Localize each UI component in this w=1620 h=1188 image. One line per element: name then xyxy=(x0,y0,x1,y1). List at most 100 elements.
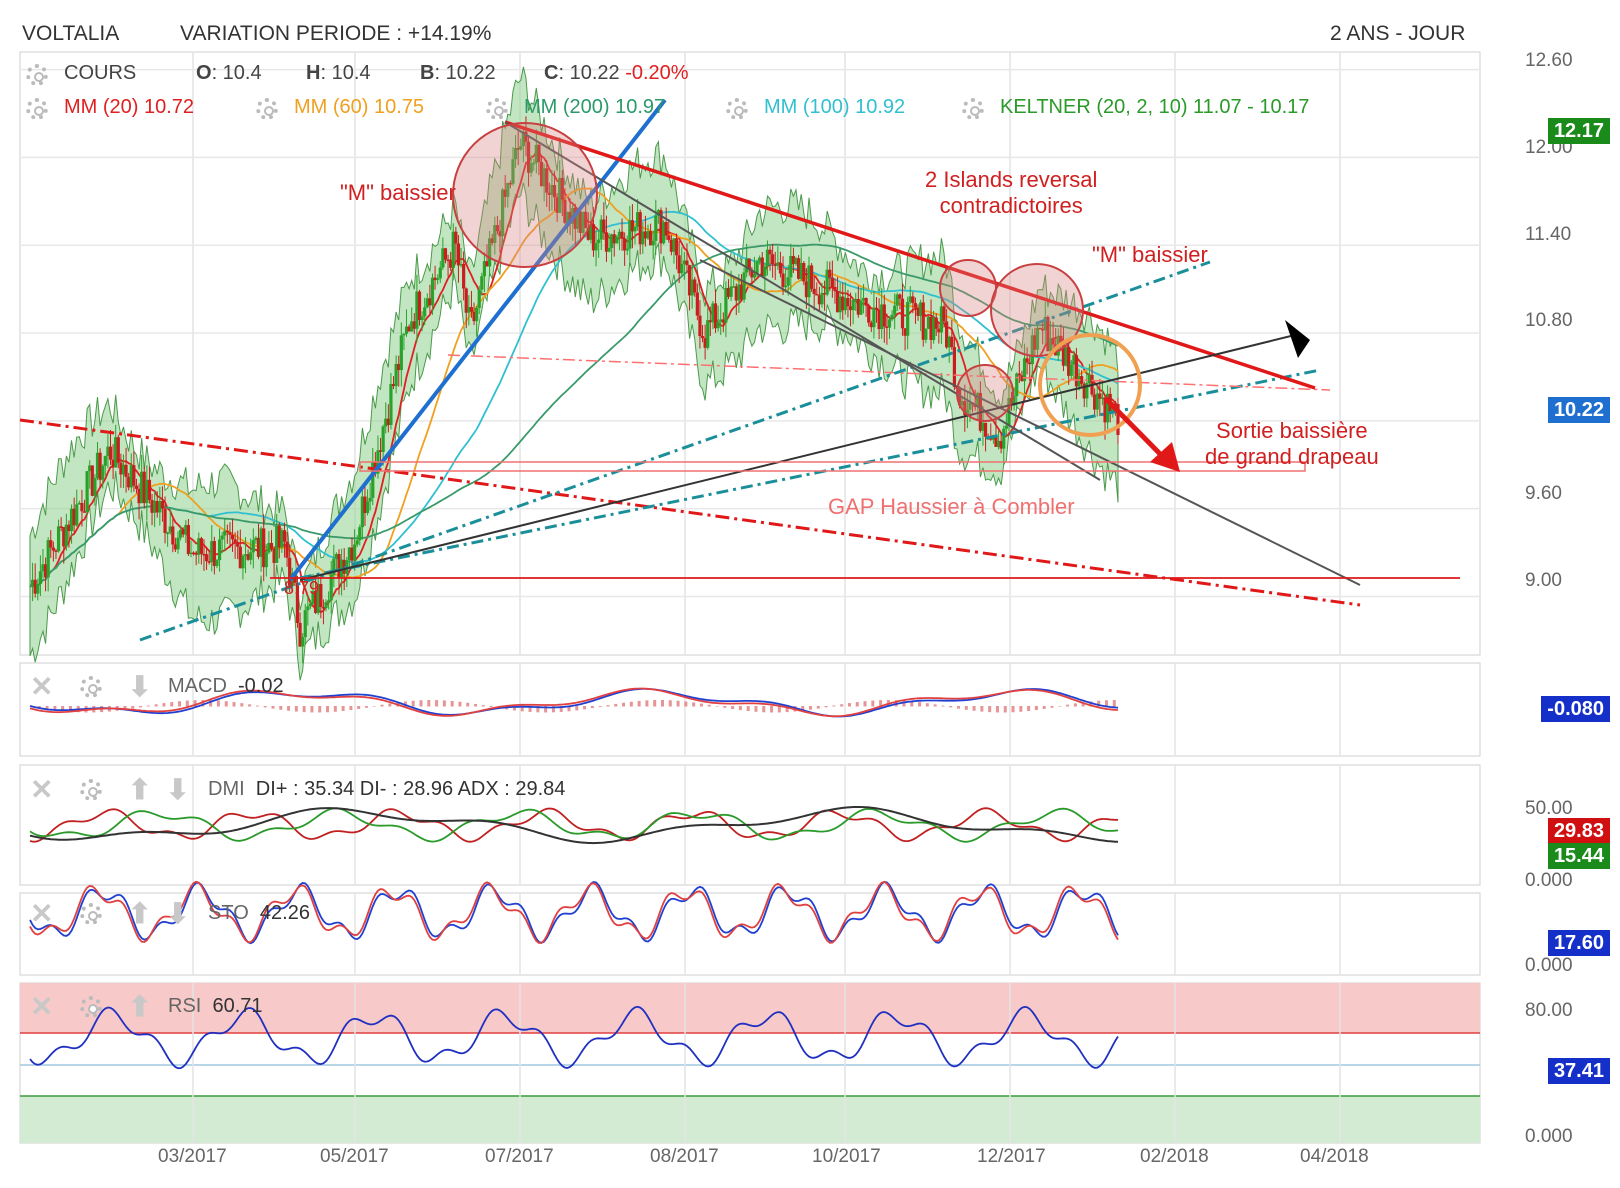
macd-histogram-bar xyxy=(458,701,462,707)
candle-body xyxy=(568,211,572,224)
cours-label: COURS xyxy=(64,62,137,84)
candle-body xyxy=(391,383,396,387)
macd-histogram-bar xyxy=(567,706,571,712)
candle-body xyxy=(1035,327,1040,350)
gear-icon[interactable] xyxy=(80,903,102,925)
candle-body xyxy=(171,526,175,545)
arrow-down-icon[interactable]: ⬇ xyxy=(166,774,190,805)
candle-body xyxy=(378,450,383,452)
gear-icon[interactable] xyxy=(80,779,102,801)
macd-histogram-bar xyxy=(637,700,641,707)
candle-body xyxy=(412,321,416,329)
close-icon[interactable]: ✕ xyxy=(30,774,54,805)
gear-icon[interactable] xyxy=(726,98,748,120)
candle-body xyxy=(617,231,622,237)
candle-body xyxy=(765,249,770,267)
candle-body xyxy=(942,306,946,322)
arrow-up-icon[interactable]: ⬆ xyxy=(128,991,152,1022)
macd-histogram-bar xyxy=(419,700,423,707)
candle-body xyxy=(867,305,871,323)
candle-body xyxy=(552,185,557,198)
candle-body xyxy=(677,255,681,274)
macd-histogram-bar xyxy=(972,706,976,711)
candle-body xyxy=(480,276,484,290)
candle-body xyxy=(1051,338,1055,345)
arrow-up-icon[interactable]: ⬆ xyxy=(128,898,152,929)
candle-body xyxy=(906,302,910,336)
gear-icon[interactable] xyxy=(26,98,48,120)
candle-body xyxy=(285,541,289,558)
candle-body xyxy=(1077,376,1081,387)
candle-body xyxy=(1015,373,1019,396)
candle-body xyxy=(358,527,362,541)
candle-body xyxy=(399,335,403,371)
candle-body xyxy=(952,347,957,387)
candle-body xyxy=(236,543,240,547)
breakout-arrow-shaft xyxy=(1103,396,1170,464)
macd-histogram-bar xyxy=(816,706,820,709)
candle-body xyxy=(890,314,894,320)
candle-body xyxy=(277,525,281,548)
candle-body xyxy=(425,298,429,308)
candle-body xyxy=(807,265,811,298)
candle-body xyxy=(462,263,466,289)
candle-body xyxy=(306,606,310,611)
candle-body xyxy=(981,422,985,431)
island-circle-1 xyxy=(939,259,997,317)
candle-body xyxy=(1080,376,1084,384)
macd-histogram-bar xyxy=(575,706,579,711)
macd-signal-line xyxy=(29,687,1119,718)
close-icon[interactable]: ✕ xyxy=(30,898,54,929)
gear-icon[interactable] xyxy=(962,98,984,120)
candle-body xyxy=(449,259,453,268)
candle-body xyxy=(994,435,998,447)
candle-body xyxy=(436,278,440,281)
candle-body xyxy=(1017,373,1021,376)
gear-icon[interactable] xyxy=(80,996,102,1018)
macd-histogram-bar xyxy=(302,706,306,713)
macd-histogram-bar xyxy=(988,706,992,713)
candle-body xyxy=(1113,403,1118,406)
candle-body xyxy=(924,328,928,340)
arrow-down-icon[interactable]: ⬇ xyxy=(166,898,190,929)
candle-body xyxy=(163,508,167,533)
macd-histogram-bar xyxy=(450,700,454,707)
close-icon[interactable]: ✕ xyxy=(30,671,54,702)
candle-body xyxy=(560,177,564,200)
panel-frame xyxy=(19,662,1481,757)
close-icon[interactable]: ✕ xyxy=(30,991,54,1022)
candle-body xyxy=(477,289,481,308)
macd-histogram-bar xyxy=(762,706,766,713)
candle-body xyxy=(908,296,912,303)
candle-body xyxy=(848,306,853,311)
period-selector[interactable]: 2 ANS - JOUR xyxy=(1330,22,1466,45)
arrow-down-icon[interactable]: ⬇ xyxy=(128,671,152,702)
candle-body xyxy=(225,530,229,533)
candle-body xyxy=(996,440,1001,447)
candle-body xyxy=(103,456,107,466)
gear-icon[interactable] xyxy=(26,64,48,86)
gear-icon[interactable] xyxy=(486,98,508,120)
rsi-label: RSI 60.71 xyxy=(168,995,263,1017)
candle-body xyxy=(742,272,746,300)
candle-body xyxy=(719,319,723,322)
candle-body xyxy=(755,261,759,274)
candle-body xyxy=(415,291,419,329)
gear-icon[interactable] xyxy=(80,676,102,698)
macd-histogram-bar xyxy=(216,700,220,707)
mm200-legend: MM (200) 10.97 xyxy=(524,96,666,118)
black-uptrend-line xyxy=(299,334,1296,581)
candle-body xyxy=(327,600,331,603)
macd-histogram-bar xyxy=(715,706,719,707)
candle-body xyxy=(882,304,886,327)
candle-body xyxy=(1033,335,1037,350)
candle-body xyxy=(389,383,393,425)
candle-body xyxy=(1106,393,1110,423)
candle-body xyxy=(791,256,796,265)
candle-body xyxy=(347,547,351,561)
arrow-up-icon[interactable]: ⬆ xyxy=(128,774,152,805)
gear-icon[interactable] xyxy=(256,98,278,120)
candle-body xyxy=(672,238,676,252)
candle-body xyxy=(158,500,162,513)
